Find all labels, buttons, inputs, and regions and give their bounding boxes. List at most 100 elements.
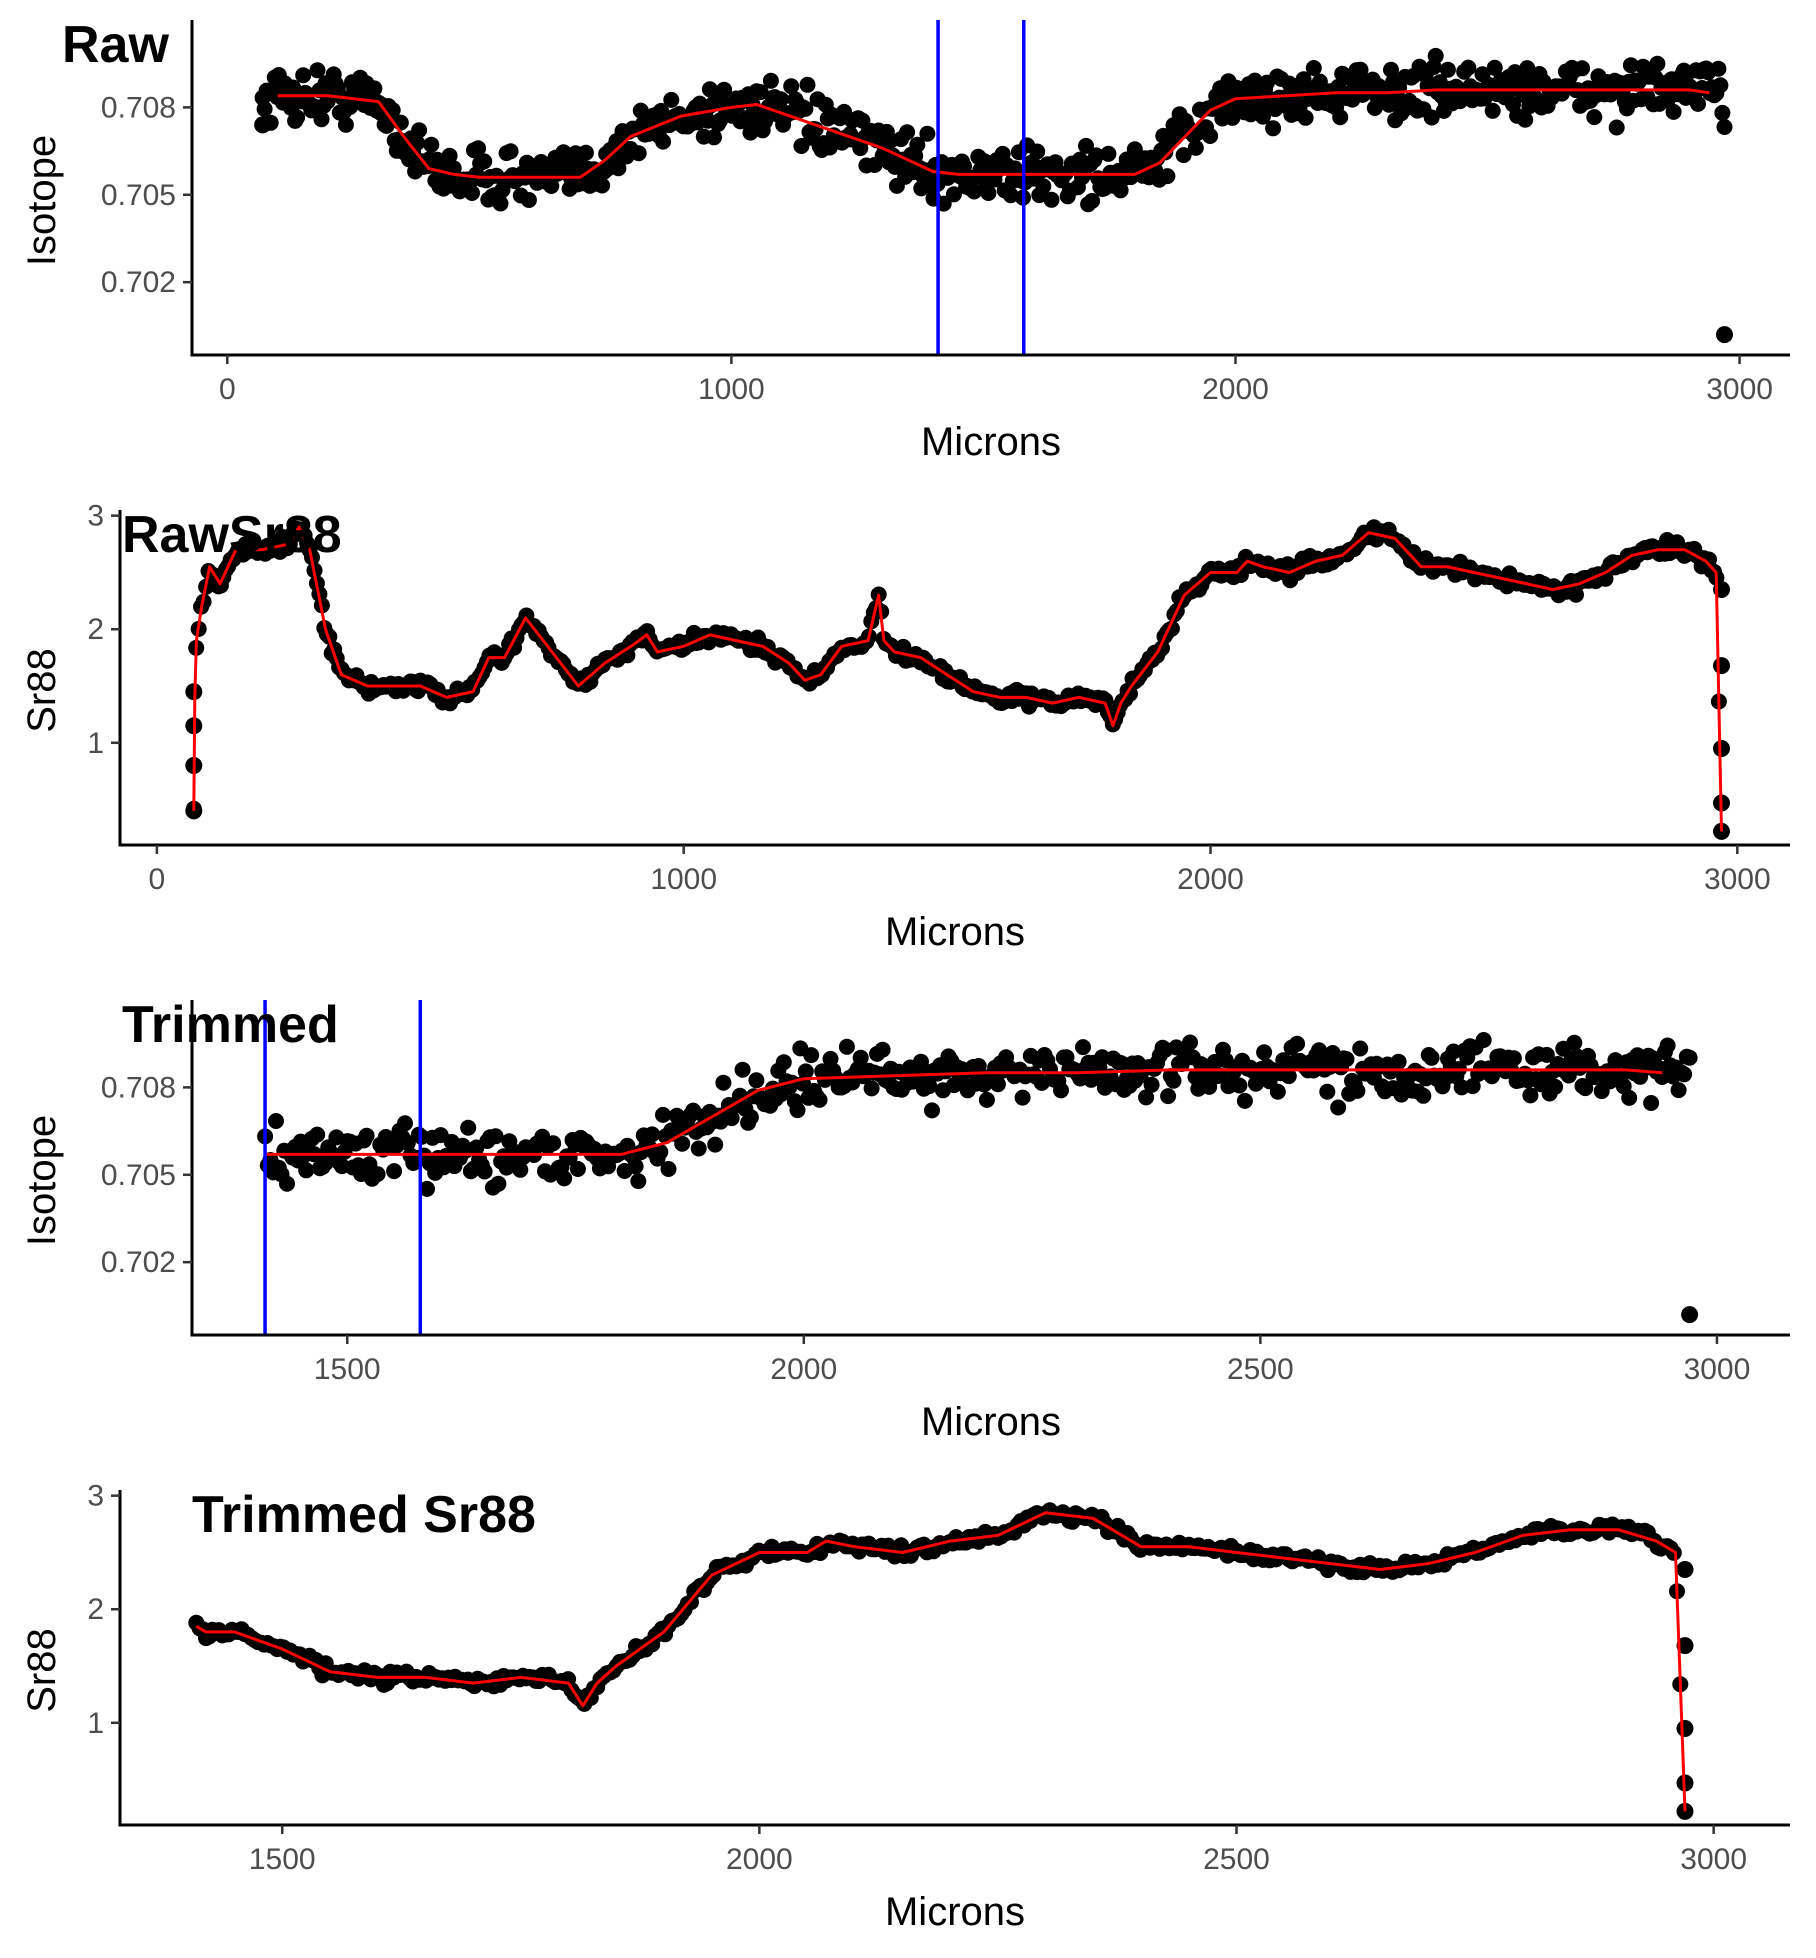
data-points [257, 1032, 1699, 1324]
data-point [1330, 1099, 1347, 1116]
panel-4: 1 2 3 1500 2000 2500 3000 Microns Sr88 Trimmed Sr… [20, 1480, 1790, 1934]
data-point [502, 143, 519, 160]
x-tick-label: 0 [219, 373, 236, 406]
y-tick-label: 1 [87, 1707, 104, 1740]
data-point [1460, 59, 1477, 76]
data-point [1035, 178, 1052, 195]
data-point [945, 186, 962, 203]
data-point [1568, 586, 1584, 603]
data-point [980, 185, 997, 201]
y-axis-title: Sr88 [20, 648, 64, 733]
y-tick-label: 1 [87, 727, 104, 760]
outlier-point [1676, 1637, 1694, 1655]
x-tick-label: 1000 [650, 863, 717, 896]
data-point [1486, 59, 1503, 76]
data-point [1676, 1066, 1693, 1083]
data-point [1716, 119, 1733, 135]
data-point [369, 1166, 386, 1183]
data-point [1608, 119, 1625, 136]
data-point [899, 124, 916, 141]
data-point [1517, 111, 1534, 128]
data-point [863, 1080, 880, 1097]
data-point [512, 1161, 529, 1178]
panel-title: Raw [62, 16, 169, 74]
data-point [1100, 145, 1117, 162]
y-tick-label: 0.702 [101, 1246, 176, 1279]
data-point [674, 1135, 691, 1152]
data-point [1201, 1078, 1218, 1095]
x-axis-title: Microns [885, 910, 1025, 954]
outlier-point [1716, 326, 1733, 344]
data-point [610, 160, 627, 177]
data-point [1224, 109, 1241, 126]
data-point [632, 102, 649, 119]
x-tick-label: 2000 [1177, 863, 1244, 896]
data-point [1256, 1044, 1273, 1061]
data-point [411, 122, 428, 139]
data-point [520, 192, 537, 208]
data-point [838, 1038, 855, 1055]
data-point [309, 1126, 326, 1143]
data-point [1078, 137, 1094, 154]
data-point [1390, 1053, 1407, 1070]
y-tick-label: 0.708 [101, 91, 176, 124]
data-point [1522, 1087, 1539, 1104]
data-point [874, 1041, 891, 1058]
data-point [1075, 1039, 1091, 1056]
data-point [543, 178, 560, 194]
panel-1: 0.702 0.705 0.708 0 1000 2000 3000 Microns Isoto… [20, 16, 1790, 464]
data-point [569, 1161, 586, 1177]
x-tick-label: 1000 [698, 373, 765, 406]
y-tick-label: 2 [87, 1593, 104, 1626]
fit-line [277, 88, 1710, 179]
data-point [1088, 147, 1105, 164]
data-point [1122, 685, 1138, 702]
data-point [909, 136, 926, 153]
data-point [1305, 60, 1322, 76]
data-point [487, 1128, 504, 1145]
data-point [1427, 47, 1444, 64]
data-point [1505, 1050, 1522, 1067]
data-point [660, 1161, 677, 1177]
x-axis-title: Microns [885, 1890, 1025, 1934]
y-axis-title: Sr88 [20, 1628, 64, 1713]
data-point [1712, 77, 1729, 94]
x-tick-label: 2000 [770, 1353, 837, 1386]
data-point [789, 1102, 806, 1119]
data-point [1670, 1082, 1687, 1099]
data-point [1643, 1095, 1660, 1111]
data-point [289, 109, 306, 126]
data-point [366, 80, 383, 97]
data-point [1097, 692, 1114, 709]
data-point [803, 1047, 820, 1064]
data-point [1112, 182, 1129, 199]
data-points [254, 47, 1733, 344]
data-point [1311, 1042, 1327, 1059]
data-point [545, 1135, 562, 1152]
data-point [978, 1091, 995, 1108]
data-point [1175, 147, 1192, 164]
data-point [1649, 55, 1666, 72]
data-point [1665, 103, 1682, 120]
data-point [630, 145, 647, 162]
x-tick-label: 3000 [1684, 1353, 1751, 1386]
data-point [1231, 1077, 1248, 1094]
data-point [1265, 120, 1282, 137]
data-point [783, 78, 800, 95]
data-point [797, 1063, 814, 1080]
data-points [188, 1502, 1694, 1820]
data-point [811, 1091, 828, 1108]
data-point [707, 1136, 724, 1153]
data-point [399, 1134, 416, 1151]
data-point [1464, 1078, 1481, 1095]
panel-3: 0.702 0.705 0.708 1500 2000 2500 3000 Microns Is… [20, 996, 1790, 1444]
x-tick-label: 2000 [726, 1843, 793, 1876]
data-point [337, 116, 354, 133]
panel-title: Trimmed [122, 996, 339, 1054]
outlier-point [1713, 740, 1730, 757]
data-point [989, 1076, 1006, 1093]
data-point [423, 136, 440, 153]
x-tick-label: 3000 [1706, 373, 1773, 406]
data-point [748, 1072, 765, 1089]
data-point [715, 1074, 732, 1091]
